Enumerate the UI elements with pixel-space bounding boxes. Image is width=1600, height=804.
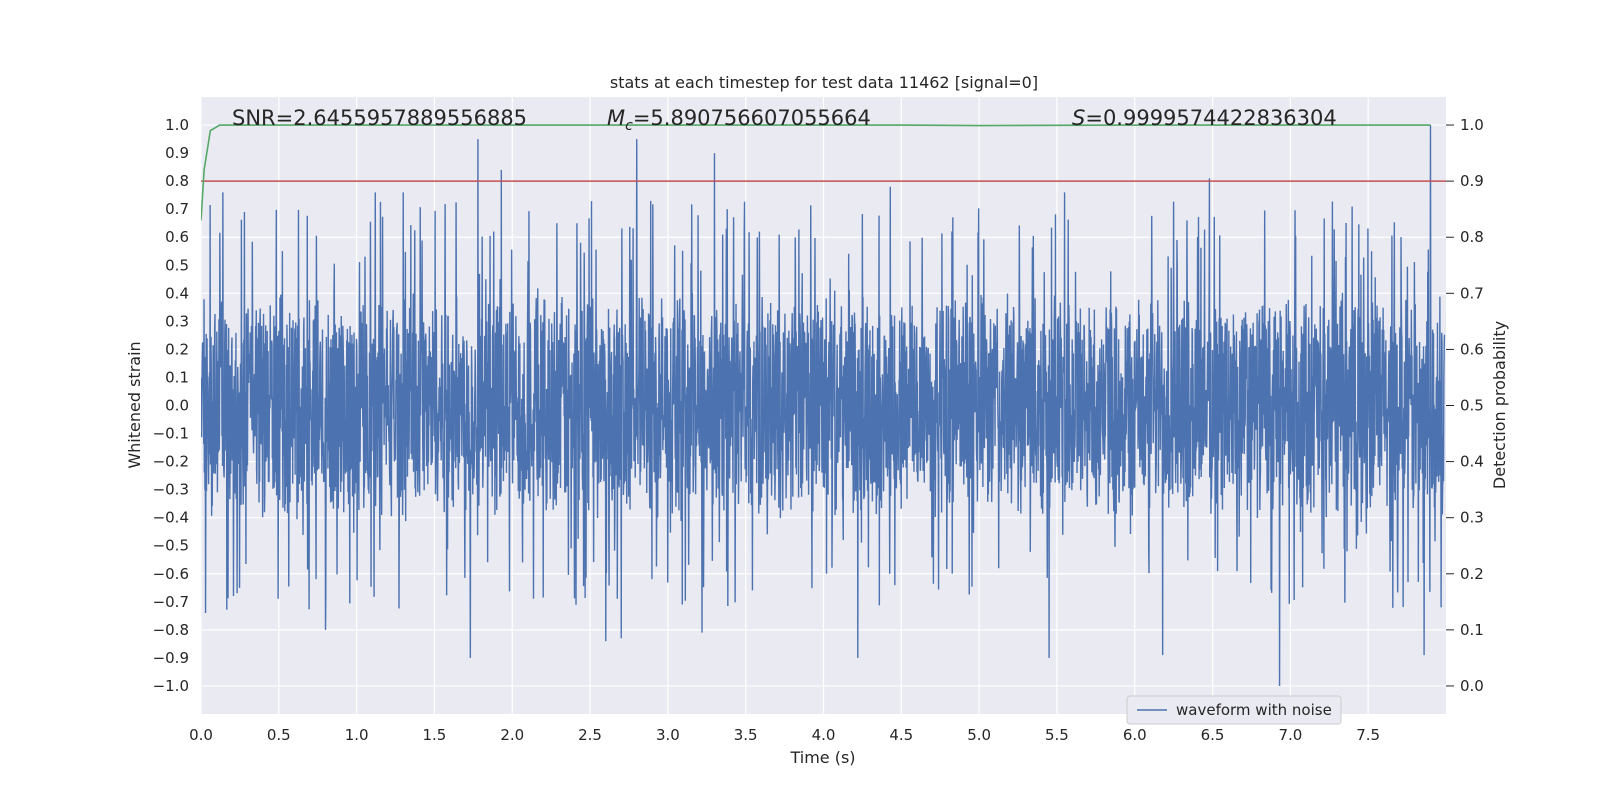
chirp-mass-annotation: Mc=5.890756607055664 <box>607 106 871 134</box>
y-right-tick-label: 0.0 <box>1460 677 1484 695</box>
chirp-mass-subscript: c <box>625 118 633 134</box>
x-axis-ticks: 0.0 0.5 1.0 1.5 2.0 2.5 3.0 3.5 4.0 4.5 5.0 5.5 6.0 6… <box>189 726 1380 744</box>
y-axis-right-ticks: 1.0 0.9 0.8 0.7 0.6 0.5 0.4 0.3 0.2 0.1 0.0 <box>1446 116 1484 695</box>
y-left-tick-label: −0.2 <box>153 453 189 471</box>
y-left-tick-label: −0.9 <box>153 649 189 667</box>
x-tick-label: 4.0 <box>812 726 836 744</box>
y-right-tick-label: 0.3 <box>1460 509 1484 527</box>
s-value: =0.9999574422836304 <box>1085 106 1336 130</box>
x-tick-label: 2.5 <box>578 726 602 744</box>
y-left-tick-label: −0.5 <box>153 537 189 555</box>
x-tick-label: 0.5 <box>267 726 291 744</box>
y-axis-left-label: Whitened strain <box>125 341 144 468</box>
x-tick-label: 2.0 <box>500 726 524 744</box>
y-left-tick-label: 0.2 <box>165 340 189 358</box>
x-tick-label: 3.5 <box>734 726 758 744</box>
x-tick-label: 1.5 <box>423 726 447 744</box>
s-symbol: S <box>1072 106 1085 130</box>
chart-title: stats at each timestep for test data 114… <box>610 73 1038 92</box>
y-right-tick-label: 0.6 <box>1460 340 1484 358</box>
y-axis-left-ticks: 1.0 0.9 0.8 0.7 0.6 0.5 0.4 0.3 0.2 0.1 0.0 −0.1 −0.… <box>153 116 189 695</box>
x-tick-label: 6.0 <box>1123 726 1147 744</box>
s-annotation: S=0.9999574422836304 <box>1072 106 1337 130</box>
y-left-tick-label: 0.1 <box>165 368 189 386</box>
y-left-tick-label: −0.8 <box>153 621 189 639</box>
x-tick-label: 0.0 <box>189 726 213 744</box>
y-left-tick-label: 0.6 <box>165 228 189 246</box>
y-left-tick-label: 0.3 <box>165 312 189 330</box>
x-tick-label: 7.0 <box>1278 726 1302 744</box>
y-left-tick-label: −0.4 <box>153 509 189 527</box>
y-right-tick-label: 0.2 <box>1460 565 1484 583</box>
y-left-tick-label: 0.8 <box>165 172 189 190</box>
y-left-tick-label: −0.6 <box>153 565 189 583</box>
y-right-tick-label: 0.8 <box>1460 228 1484 246</box>
chirp-mass-value: =5.890756607055664 <box>633 106 871 130</box>
y-left-tick-label: −0.7 <box>153 593 189 611</box>
legend: waveform with noise <box>1126 695 1342 725</box>
x-tick-label: 3.0 <box>656 726 680 744</box>
y-left-tick-label: −0.1 <box>153 425 189 443</box>
y-left-tick-label: 0.7 <box>165 200 189 218</box>
y-right-tick-label: 0.4 <box>1460 453 1484 471</box>
legend-label: waveform with noise <box>1176 701 1332 719</box>
y-axis-right-label: Detection probability <box>1490 321 1509 489</box>
y-right-tick-label: 0.7 <box>1460 284 1484 302</box>
legend-box <box>1126 695 1342 725</box>
x-tick-label: 4.5 <box>889 726 913 744</box>
y-left-tick-label: −0.3 <box>153 481 189 499</box>
y-left-tick-label: 0.5 <box>165 256 189 274</box>
x-axis-label: Time (s) <box>789 748 855 767</box>
x-tick-label: 6.5 <box>1201 726 1225 744</box>
x-tick-label: 1.0 <box>345 726 369 744</box>
y-left-tick-label: 0.4 <box>165 284 189 302</box>
probability-line <box>201 124 1431 221</box>
x-tick-label: 5.5 <box>1045 726 1069 744</box>
plot-area <box>201 124 1446 686</box>
y-right-tick-label: 0.5 <box>1460 397 1484 415</box>
snr-annotation: SNR=2.6455957889556885 <box>232 106 527 130</box>
y-right-tick-label: 1.0 <box>1460 116 1484 134</box>
y-right-tick-label: 0.1 <box>1460 621 1484 639</box>
waveform-line <box>201 125 1446 686</box>
x-tick-label: 7.5 <box>1356 726 1380 744</box>
y-left-tick-label: 0.0 <box>165 397 189 415</box>
y-left-tick-label: 1.0 <box>165 116 189 134</box>
y-right-tick-label: 0.9 <box>1460 172 1484 190</box>
y-left-tick-label: −1.0 <box>153 677 189 695</box>
chirp-mass-symbol: M <box>607 106 625 130</box>
x-tick-label: 5.0 <box>967 726 991 744</box>
y-left-tick-label: 0.9 <box>165 144 189 162</box>
